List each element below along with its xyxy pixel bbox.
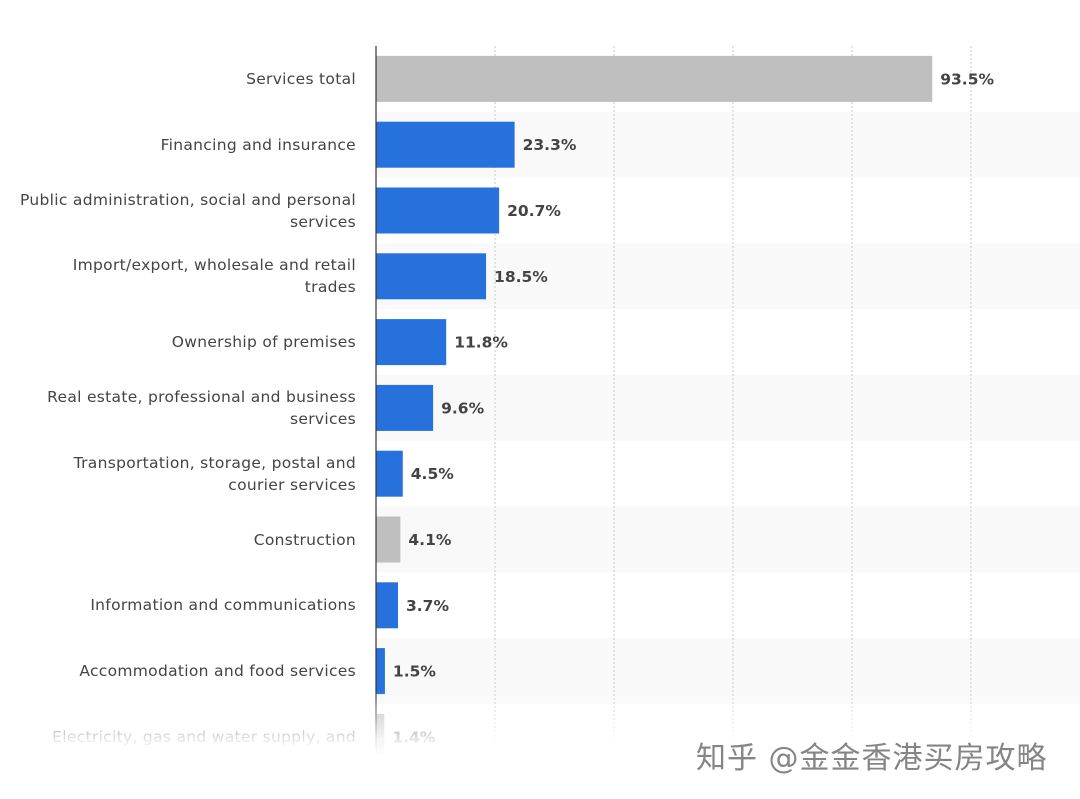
bar	[376, 384, 434, 431]
bar	[376, 582, 399, 629]
bar	[376, 187, 500, 234]
value-label: 4.5%	[411, 465, 454, 483]
category-label: Public administration, social and person…	[20, 190, 356, 231]
value-label: 3.7%	[406, 597, 449, 615]
watermark: 知乎 @金金香港买房攻略	[696, 741, 1048, 776]
value-label: 18.5%	[494, 268, 548, 286]
category-label: Transportation, storage, postal and cour…	[73, 453, 356, 494]
value-label: 9.6%	[441, 399, 484, 417]
category-label: Import/export, wholesale and retail trad…	[72, 256, 356, 297]
bar	[376, 516, 401, 563]
bar	[376, 253, 487, 300]
category-label: Accommodation and food services	[79, 662, 356, 681]
bar	[376, 713, 385, 760]
value-label: 20.7%	[507, 202, 561, 220]
row-band	[376, 506, 1080, 573]
category-label: Financing and insurance	[160, 135, 356, 154]
row-band	[376, 638, 1080, 704]
row-band	[376, 243, 1080, 310]
value-label: 23.3%	[523, 136, 577, 154]
category-label: Ownership of premises	[171, 333, 356, 352]
category-label: Electricity, gas and water supply, and	[52, 727, 356, 746]
bar	[376, 319, 447, 366]
category-label: Information and communications	[90, 596, 356, 615]
category-label: Real estate, professional and business s…	[47, 387, 356, 428]
category-label: Services total	[246, 69, 356, 88]
bar	[376, 55, 933, 102]
category-label: Construction	[253, 530, 356, 549]
value-label: 4.1%	[408, 531, 451, 549]
value-label: 93.5%	[940, 70, 994, 88]
bar	[376, 450, 403, 497]
value-label: 11.8%	[454, 334, 508, 352]
bar	[376, 121, 515, 168]
value-label: 1.5%	[393, 663, 436, 681]
row-band	[376, 375, 1080, 441]
value-label: 1.4%	[392, 728, 435, 746]
bar	[376, 648, 385, 695]
